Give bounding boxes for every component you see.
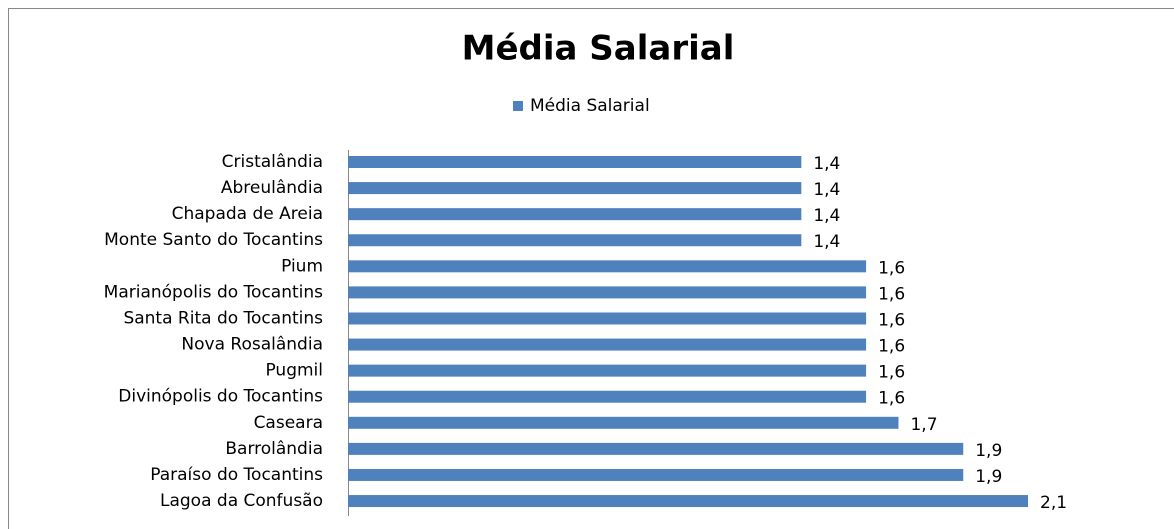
category-label: Santa Rita do Tocantins — [123, 308, 323, 328]
bar — [348, 156, 802, 168]
value-label: 1,9 — [975, 467, 1002, 487]
bar — [348, 390, 867, 403]
chart-frame — [8, 8, 1174, 529]
bar — [348, 260, 867, 273]
bar — [348, 312, 867, 325]
category-label: Chapada de Areia — [172, 204, 323, 224]
bar — [348, 468, 964, 481]
value-label: 1,6 — [878, 363, 905, 383]
bar — [348, 234, 802, 247]
category-label: Lagoa da Confusão — [160, 491, 323, 511]
legend-swatch — [513, 101, 523, 111]
category-label: Barrolândia — [225, 439, 323, 459]
bar — [348, 495, 1028, 508]
category-label: Marianópolis do Tocantins — [104, 282, 323, 302]
bar — [348, 364, 867, 377]
category-label: Paraíso do Tocantins — [150, 465, 323, 485]
bar — [348, 442, 964, 455]
value-label: 1,6 — [878, 337, 905, 357]
bar — [348, 338, 867, 351]
category-label: Abreulândia — [221, 178, 323, 198]
category-label: Pugmil — [265, 361, 323, 381]
bar — [348, 416, 899, 429]
value-label: 1,4 — [813, 154, 840, 174]
bar — [348, 182, 802, 195]
category-label: Nova Rosalândia — [181, 335, 323, 355]
bar — [348, 208, 802, 221]
category-label: Divinópolis do Tocantins — [118, 387, 323, 407]
value-label: 1,7 — [910, 415, 937, 435]
category-label: Cristalândia — [222, 152, 323, 172]
value-label: 1,4 — [813, 206, 840, 226]
value-label: 1,6 — [878, 258, 905, 278]
value-label: 2,1 — [1040, 493, 1067, 513]
value-label: 1,6 — [878, 284, 905, 304]
category-label: Caseara — [254, 413, 323, 433]
value-label: 1,6 — [878, 389, 905, 409]
value-label: 1,9 — [975, 441, 1002, 461]
chart-title: Média Salarial — [462, 29, 735, 69]
value-label: 1,6 — [878, 310, 905, 330]
legend-label: Média Salarial — [530, 96, 650, 116]
value-label: 1,4 — [813, 232, 840, 252]
bar — [348, 286, 867, 299]
category-label: Monte Santo do Tocantins — [104, 230, 323, 250]
value-label: 1,4 — [813, 180, 840, 200]
category-label: Pium — [281, 256, 323, 276]
